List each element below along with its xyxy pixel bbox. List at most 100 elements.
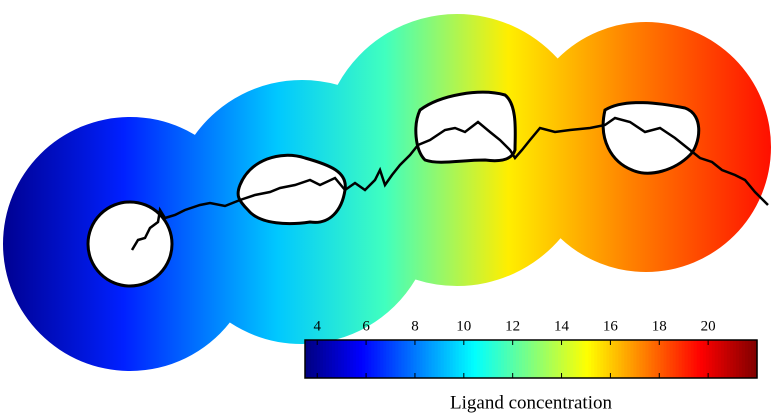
colorbar-tick-label: 14 [554,318,570,334]
colorbar-cell [440,340,445,378]
colorbar-cell [416,340,421,378]
colorbar-cell [371,340,375,378]
colorbar-cell [413,340,418,378]
colorbar-cell [311,340,315,378]
colorbar-cell [591,340,595,378]
colorbar-cell [702,340,707,378]
colorbar-cell [452,340,457,378]
colorbar-cell [356,340,360,378]
colorbar-cell [585,340,589,378]
colorbar-cell [401,340,406,378]
colorbar-cell [651,340,656,378]
colorbar-cell [567,340,571,378]
colorbar-cell [555,340,559,378]
colorbar-cell [534,340,538,378]
colorbar-cell [660,340,665,378]
colorbar-cell [687,340,692,378]
colorbar-cell [738,340,743,378]
colorbar-cell [564,340,568,378]
colorbar-tick-label: 10 [456,318,471,334]
colorbar-cell [537,340,541,378]
colorbar-cell [398,340,403,378]
colorbar-cell [512,340,517,378]
colorbar-cell [506,340,511,378]
colorbar-cell [320,340,324,378]
colorbar-cell [389,340,393,378]
colorbar-cell [350,340,354,378]
colorbar-cell [720,340,725,378]
colorbar-cell [741,340,746,378]
colorbar: 4 6 8 10 12 14 16 18 20 [304,318,758,379]
colorbar-cell [332,340,336,378]
colorbar-cell [359,340,363,378]
colorbar-cell [633,340,638,378]
colorbar-cell [552,340,556,378]
colorbar-cell [549,340,553,378]
colorbar-cell [540,340,544,378]
colorbar-cell [654,340,659,378]
colorbar-cell [407,340,412,378]
colorbar-cell [443,340,448,378]
colorbar-cell [642,340,647,378]
colorbar-cell [648,340,653,378]
colorbar-cell [645,340,650,378]
colorbar-cell [573,340,577,378]
colorbar-cell [455,340,460,378]
colorbar-cell [699,340,704,378]
colorbar-tick-label: 8 [411,318,419,334]
colorbar-cell [747,340,752,378]
colorbar-cell [458,340,463,378]
colorbar-cell [723,340,728,378]
colorbar-cell [515,340,520,378]
colorbar-cell [317,340,321,378]
colorbar-cell [521,340,526,378]
colorbar-cell [597,340,601,378]
colorbar-cell [380,340,384,378]
colorbar-cell [386,340,390,378]
colorbar-cell [428,340,433,378]
colorbar-frame [304,339,758,379]
colorbar-cell [696,340,701,378]
colorbar-cell [627,340,632,378]
colorbar-cell [329,340,333,378]
colorbar-cell [488,340,493,378]
colorbar-cell [675,340,680,378]
colorbar-cell [434,340,439,378]
colorbar-cell [362,340,366,378]
colorbar-cell [437,340,442,378]
colorbar-cell [579,340,583,378]
colorbar-cell [678,340,683,378]
colorbar-cell [612,340,616,378]
colorbar-cell [582,340,586,378]
colorbar-cell [500,340,505,378]
colorbar-cell [621,340,626,378]
colorbar-cell [353,340,357,378]
colorbar-cell [527,340,532,378]
colorbar-cell [338,340,342,378]
colorbar-tick-label: 6 [362,318,370,334]
colorbar-cell [546,340,550,378]
colorbar-cell [470,340,475,378]
colorbar-cell [630,340,635,378]
colorbar-cell [476,340,481,378]
colorbar-cell [314,340,318,378]
colorbar-cell [497,340,502,378]
colorbar-cell [494,340,499,378]
colorbar-cell [344,340,348,378]
colorbar-tick-label: 20 [701,318,716,334]
colorbar-cell [726,340,731,378]
colorbar-cell [377,340,381,378]
colorbar-cell [588,340,592,378]
colorbar-cell [714,340,719,378]
colorbar-cell [576,340,580,378]
colorbar-cell [600,340,604,378]
colorbar-label: Ligand concentration [450,392,612,413]
colorbar-cell [524,340,529,378]
colorbar-cell [636,340,641,378]
colorbar-tick-label: 18 [652,318,667,334]
colorbar-cell [531,340,535,378]
colorbar-cell [672,340,677,378]
colorbar-cell [425,340,430,378]
colorbar-cell [708,340,713,378]
